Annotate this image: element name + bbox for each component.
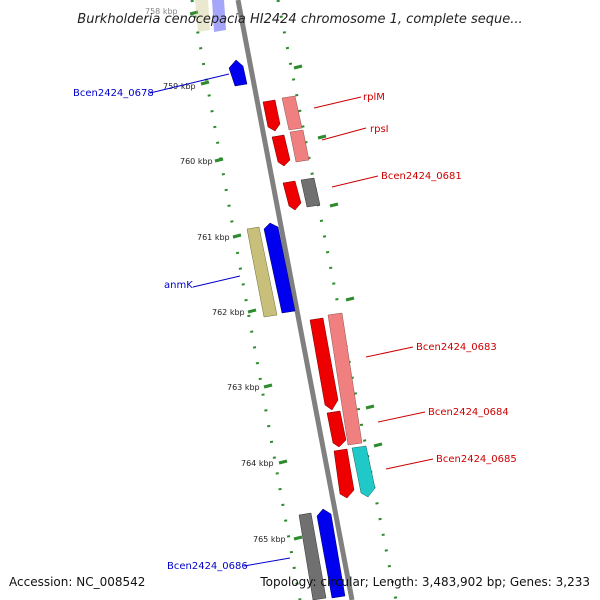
map-title: Burkholderia cenocepacia HI2424 chromoso… (77, 12, 522, 27)
tick-label: 759 kbp (163, 82, 196, 91)
gene-feature-bcen2424-0683[interactable] (309, 317, 339, 411)
gene-label-bcen2424-0685[interactable]: Bcen2424_0685 (436, 454, 517, 465)
gene-feature-bcen2424-0681-pseudo[interactable] (300, 177, 321, 208)
gene-feature-bcen2424-0681[interactable] (282, 180, 302, 211)
tick-label: 762 kbp (212, 308, 245, 317)
gene-label-bcen2424-0686[interactable]: Bcen2424_0686 (167, 561, 248, 572)
gene-feature[interactable] (195, 0, 210, 32)
gene-feature-anmK-partner[interactable] (246, 226, 278, 318)
gene-label-anmK[interactable]: anmK (164, 280, 193, 291)
gene-label-bcen2424-0678[interactable]: Bcen2424_0678 (73, 88, 154, 99)
label-leaders (149, 73, 434, 567)
leader-line (192, 275, 241, 288)
tick-label: 764 kbp (241, 459, 274, 468)
gene-label-rpsI[interactable]: rpsI (370, 124, 389, 135)
rrna-feature-rpsI[interactable] (289, 129, 310, 163)
gene-feature-bcen2424-0685[interactable] (333, 448, 355, 499)
major-tick (293, 64, 303, 70)
left-tick-row (190, 0, 302, 600)
gene-label-bcen2424-0681[interactable]: Bcen2424_0681 (381, 171, 462, 182)
gene-feature-rpsI[interactable] (271, 134, 291, 167)
leader-line (321, 127, 367, 141)
chromosome-backbone (235, 0, 355, 600)
leader-line (365, 346, 414, 358)
topology-text: Topology: circular; Length: 3,483,902 bp… (259, 575, 590, 589)
offscreen-features (195, 0, 226, 32)
trna-feature-bcen2424-0685[interactable] (351, 445, 376, 498)
leader-line (313, 96, 362, 109)
major-tick (278, 459, 288, 465)
gene-label-rplM[interactable]: rplM (363, 92, 385, 103)
gene-feature-bcen2424-0678[interactable] (228, 59, 248, 87)
major-tick (189, 10, 199, 16)
leader-line (377, 411, 426, 423)
reverse-strand-features (228, 59, 346, 600)
tick-label: 765 kbp (253, 535, 286, 544)
gene-feature-pseudo[interactable] (298, 512, 327, 600)
major-tick (293, 535, 303, 541)
major-tick (263, 383, 273, 389)
gene-labels: Bcen2424_0678 rplM rpsI Bcen2424_0681 an… (73, 88, 517, 572)
major-tick (329, 202, 339, 208)
gene-feature-bcen2424-0686[interactable] (316, 508, 346, 599)
tick-label: 760 kbp (180, 157, 213, 166)
gene-feature-bcen2424-0684[interactable] (326, 410, 347, 448)
tick-label: 758 kbp (145, 7, 178, 16)
major-tick (345, 296, 355, 302)
major-tick (373, 442, 383, 448)
outer-tick-track (190, 0, 398, 600)
right-tick-row (276, 0, 398, 600)
forward-strand-features (262, 95, 376, 499)
gene-feature-anmK[interactable] (263, 222, 296, 314)
major-tick (365, 404, 375, 410)
major-tick (247, 308, 257, 314)
leader-line (385, 458, 434, 470)
rrna-feature-rplM[interactable] (281, 95, 303, 131)
major-tick (317, 134, 327, 140)
major-ticks (189, 10, 383, 541)
leader-line (149, 73, 230, 94)
accession-text: Accession: NC_008542 (9, 575, 145, 589)
rrna-feature-bcen2424-0683[interactable] (327, 312, 363, 446)
major-tick (200, 80, 210, 86)
tick-label: 763 kbp (227, 383, 260, 392)
tick-label: 761 kbp (197, 233, 230, 242)
gene-feature-rplM[interactable] (262, 99, 281, 132)
major-tick (232, 233, 242, 239)
gene-label-bcen2424-0684[interactable]: Bcen2424_0684 (428, 407, 509, 418)
leader-line (243, 557, 291, 567)
major-tick (214, 157, 224, 163)
gene-feature[interactable] (212, 0, 226, 32)
leader-line (331, 175, 379, 188)
gene-label-bcen2424-0683[interactable]: Bcen2424_0683 (416, 342, 497, 353)
tick-labels: 758 kbp 759 kbp 760 kbp 761 kbp 762 kbp … (145, 7, 286, 544)
